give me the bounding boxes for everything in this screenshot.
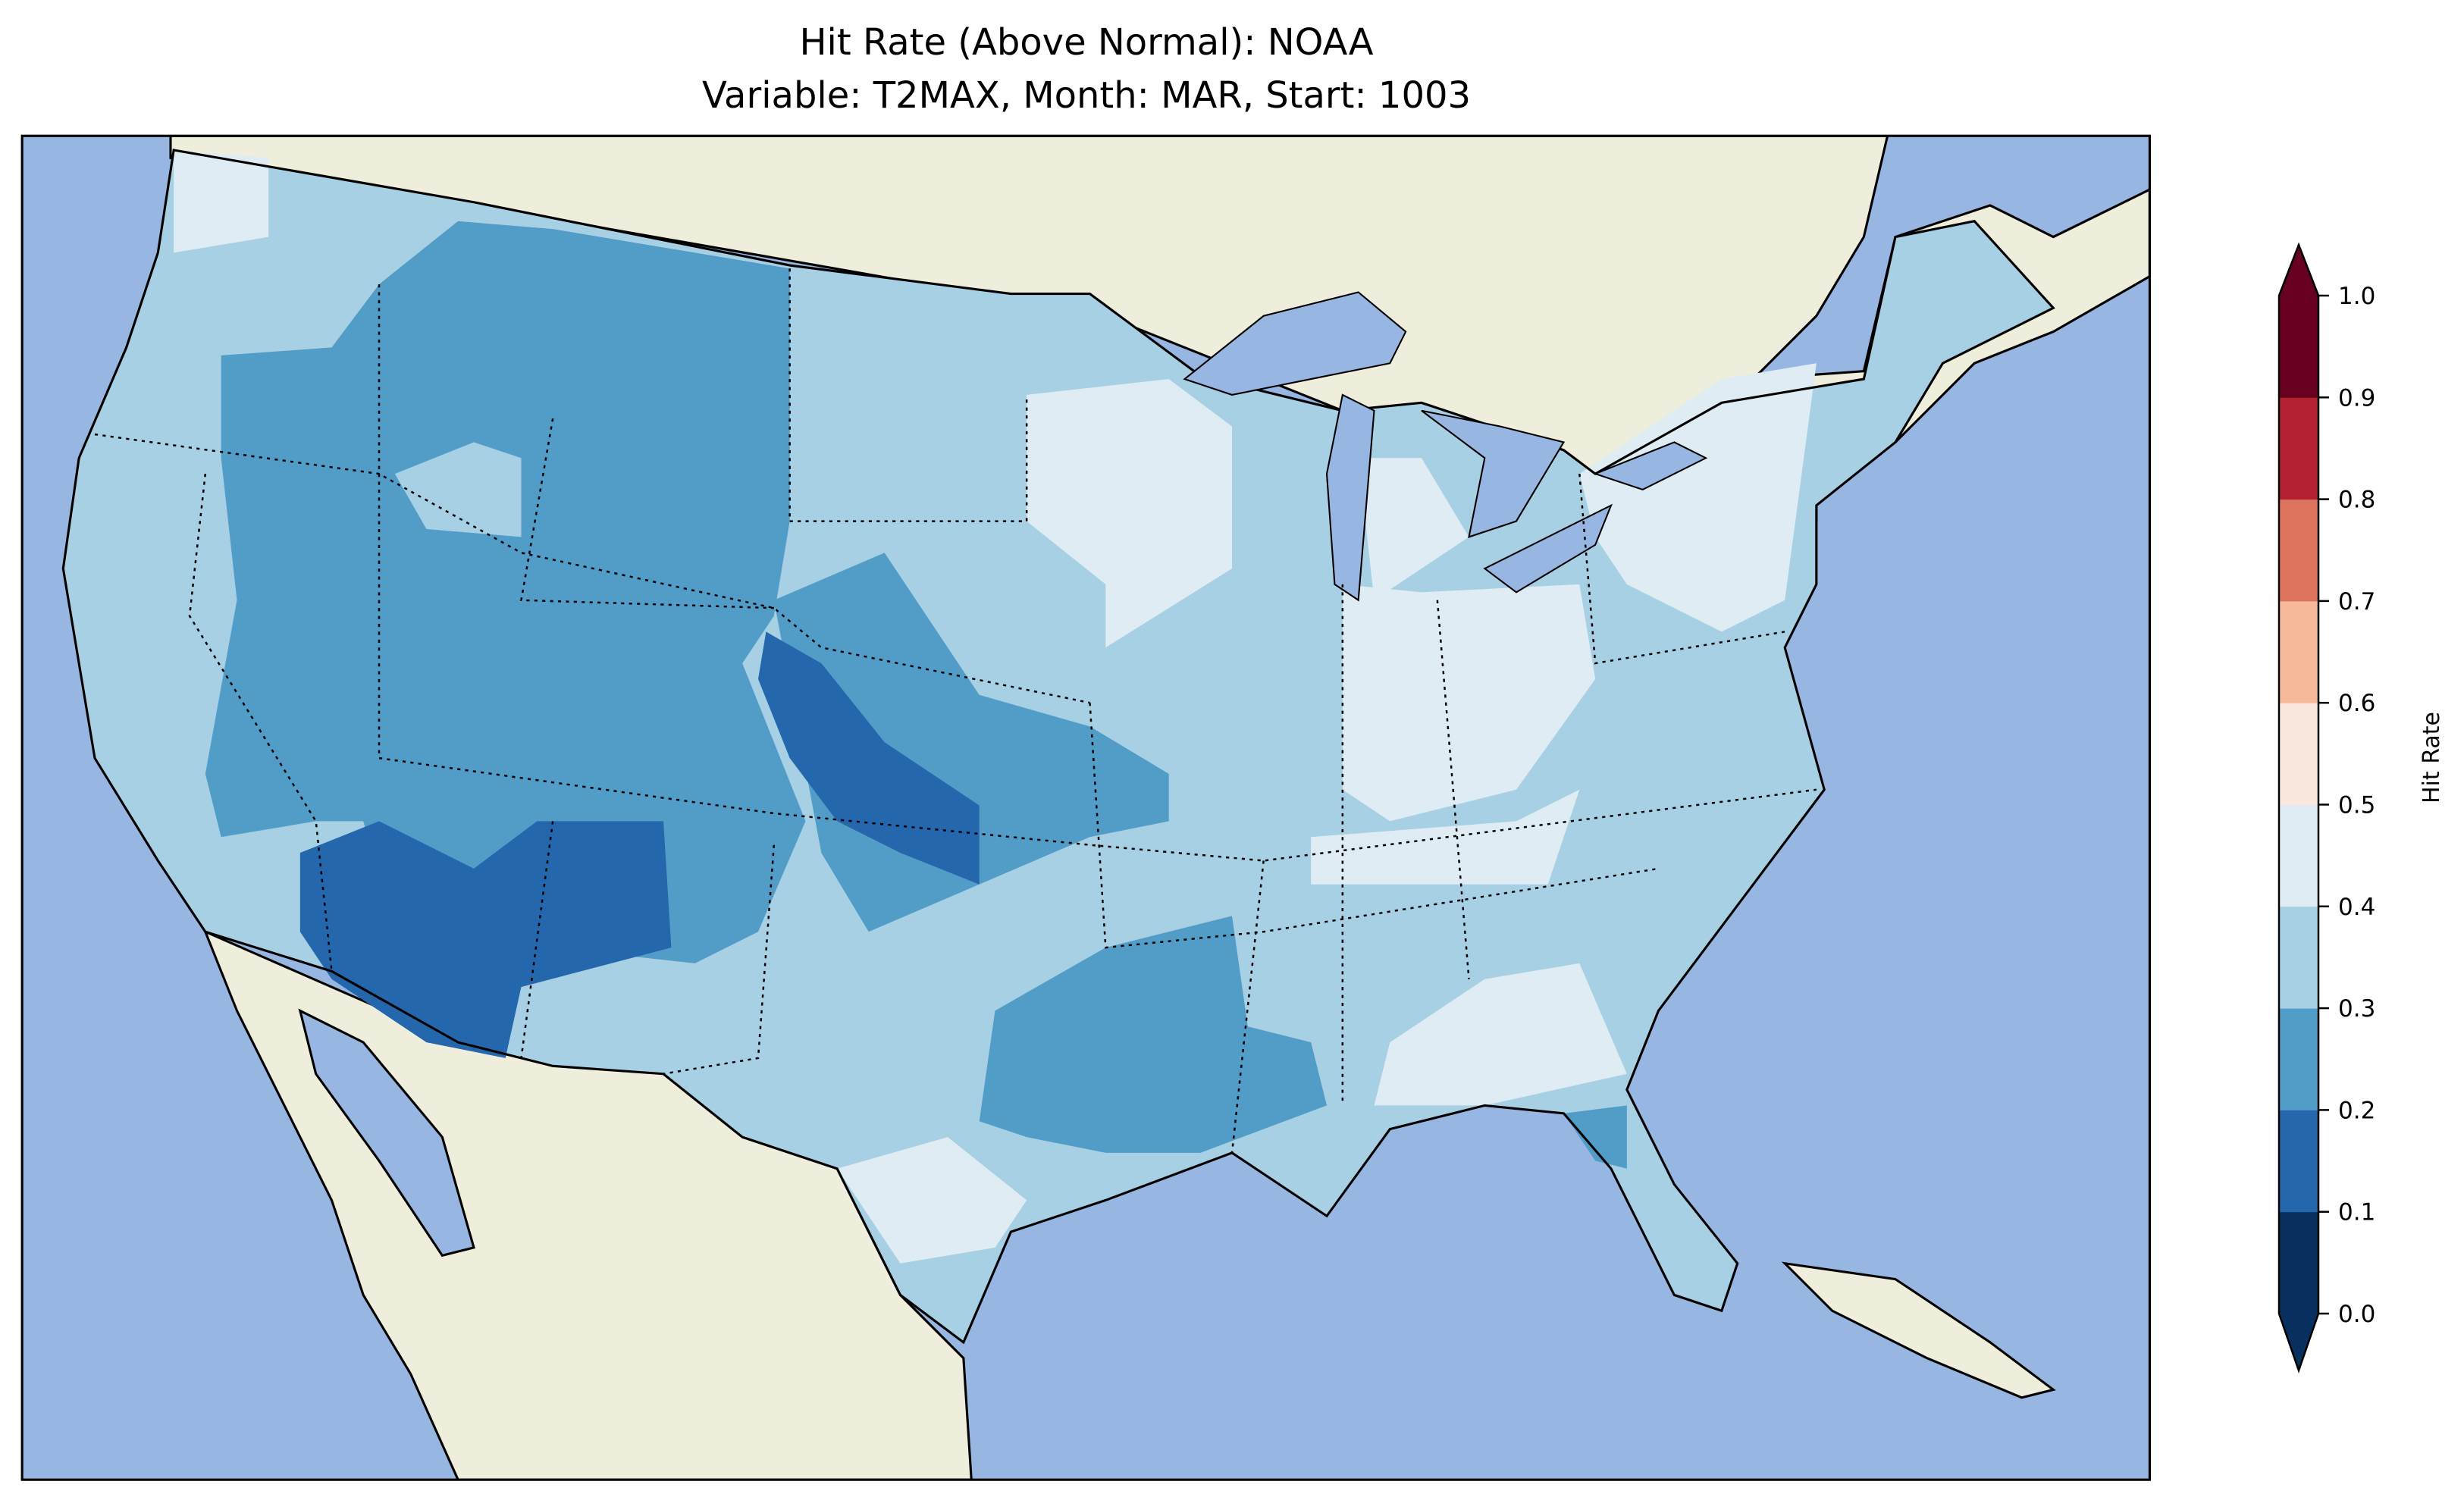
cuba bbox=[1781, 1261, 2056, 1399]
region-0.4-0.5-south-texas bbox=[837, 1137, 1027, 1264]
lake-ontario bbox=[1593, 441, 1708, 491]
region-0.2-0.3-florida bbox=[1563, 1105, 1627, 1169]
region-0.4-0.5-northeast bbox=[1579, 363, 1817, 632]
colorbar-extend-low bbox=[2279, 1314, 2318, 1370]
colorbar-bin bbox=[2279, 600, 2318, 703]
colorbar-tick-label: 0.4 bbox=[2338, 894, 2375, 921]
us-coastline bbox=[61, 149, 2055, 1345]
colorbar-bin bbox=[2279, 906, 2318, 1009]
region-0.4-0.5-georgia bbox=[1374, 963, 1627, 1106]
colorbar-bin bbox=[2279, 1008, 2318, 1110]
lake-erie bbox=[1483, 503, 1613, 594]
colorbar-bin bbox=[2279, 499, 2318, 602]
colorbar-label: Hit Rate bbox=[2419, 712, 2445, 803]
region-0.4-0.5-tennessee bbox=[1311, 789, 1580, 885]
region-0.4-0.5-upper-midwest bbox=[1027, 379, 1232, 648]
region-0.4-0.5-washington bbox=[174, 150, 269, 253]
colorbar-bin bbox=[2279, 703, 2318, 805]
state-borders bbox=[94, 268, 1817, 1154]
lake-michigan bbox=[1325, 393, 1375, 602]
region-0.4-0.5-michigan bbox=[1358, 458, 1469, 600]
region-0.2-0.3-south bbox=[979, 916, 1327, 1153]
lake-huron bbox=[1421, 409, 1566, 538]
colorbar-tick-label: 0.6 bbox=[2338, 690, 2375, 717]
colorbar-tick-label: 0.3 bbox=[2338, 995, 2375, 1023]
colorbar-bin bbox=[2279, 397, 2318, 500]
region-0.4-0.5-ohio-valley bbox=[1342, 584, 1596, 822]
colorbar-tick-label: 0.5 bbox=[2338, 792, 2375, 819]
chart-subtitle: Variable: T2MAX, Month: MAR, Start: 1003 bbox=[701, 74, 1472, 117]
colorbar-tick-label: 0.2 bbox=[2338, 1097, 2375, 1124]
colorbar-bin bbox=[2279, 1211, 2318, 1314]
region-0.2-0.3-west bbox=[205, 221, 806, 963]
colorbar-tick-label: 0.9 bbox=[2338, 384, 2375, 412]
colorbar-tick-label: 0.0 bbox=[2338, 1301, 2375, 1328]
colorbar-tick-label: 0.1 bbox=[2338, 1199, 2375, 1226]
colorbar-tick-label: 0.8 bbox=[2338, 487, 2375, 514]
colorbar-bin bbox=[2279, 804, 2318, 907]
colorbar-bin bbox=[2279, 1110, 2318, 1213]
lake-superior bbox=[1183, 291, 1407, 396]
colorbar-tick-label: 0.7 bbox=[2338, 588, 2375, 615]
gulf-of-california bbox=[298, 1008, 475, 1258]
region-0.1-0.2-southwest bbox=[299, 821, 672, 1058]
chart-title: Hit Rate (Above Normal): NOAA bbox=[799, 21, 1374, 64]
colorbar-extend-high bbox=[2279, 245, 2318, 296]
great-lakes bbox=[1183, 291, 1708, 602]
colorbar-tick-label: 1.0 bbox=[2338, 283, 2375, 310]
region-0.3-0.4-idaho bbox=[394, 442, 522, 537]
region-0.1-0.2-kansas bbox=[758, 631, 980, 885]
map-frame bbox=[20, 134, 2151, 1481]
colorbar-bin bbox=[2279, 296, 2318, 398]
